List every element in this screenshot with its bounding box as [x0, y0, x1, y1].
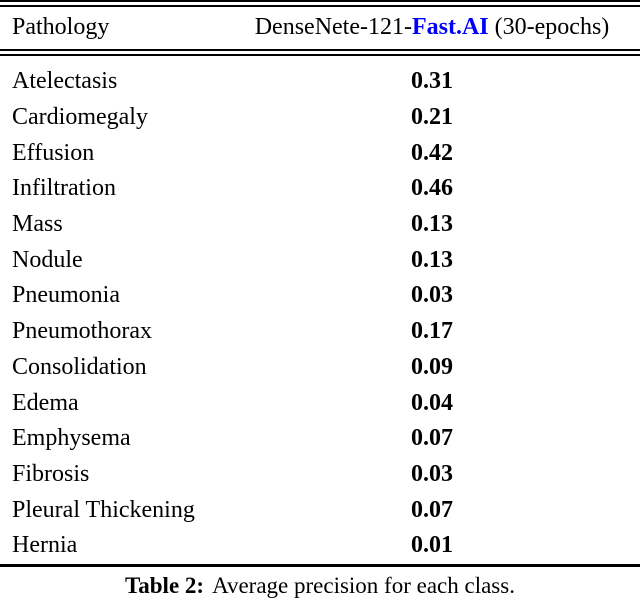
- value-cell: 0.42: [411, 139, 453, 166]
- value-cell: 0.07: [411, 496, 453, 523]
- pathology-cell: Infiltration: [12, 175, 116, 202]
- table-row: Nodule 0.13: [0, 242, 640, 278]
- table-row: Emphysema 0.07: [0, 421, 640, 457]
- value-cell: 0.17: [411, 318, 453, 345]
- table-row: Cardiomegaly 0.21: [0, 100, 640, 136]
- top-rule-inner: [0, 5, 640, 7]
- column-header-pathology: Pathology: [12, 14, 110, 40]
- pathology-cell: Pneumonia: [12, 282, 120, 309]
- value-cell: 0.13: [411, 211, 453, 238]
- pathology-cell: Fibrosis: [12, 460, 90, 487]
- pathology-cell: Hernia: [12, 532, 78, 559]
- table-body: Atelectasis 0.31 Cardiomegaly 0.21 Effus…: [0, 56, 640, 564]
- table-row: Hernia 0.01: [0, 528, 640, 564]
- table-row: Pneumothorax 0.17: [0, 314, 640, 350]
- model-name-suffix: (30-epochs): [488, 14, 610, 40]
- model-name-prefix: DenseNete-121-: [254, 14, 412, 40]
- value-cell: 0.01: [411, 532, 453, 559]
- top-rule-outer: [0, 0, 640, 2]
- value-cell: 0.31: [411, 68, 453, 95]
- table-row: Fibrosis 0.03: [0, 457, 640, 493]
- pathology-cell: Mass: [12, 211, 63, 238]
- column-header-model: DenseNete-121-Fast.AI (30-epochs): [224, 14, 640, 41]
- value-cell: 0.13: [411, 246, 453, 273]
- table-row: Pleural Thickening 0.07: [0, 492, 640, 528]
- value-cell: 0.03: [411, 460, 453, 487]
- table-row: Consolidation 0.09: [0, 350, 640, 386]
- value-cell: 0.46: [411, 175, 453, 202]
- table-row: Effusion 0.42: [0, 135, 640, 171]
- value-cell: 0.09: [411, 353, 453, 380]
- header-rule-outer: [0, 49, 640, 51]
- pathology-cell: Cardiomegaly: [12, 104, 148, 131]
- pathology-cell: Pleural Thickening: [12, 496, 195, 523]
- pathology-cell: Emphysema: [12, 425, 131, 452]
- model-name-brand: Fast.AI: [411, 14, 489, 40]
- table-caption: Table 2: Average precision for each class…: [0, 573, 640, 599]
- pathology-cell: Consolidation: [12, 353, 147, 380]
- table-row: Pneumonia 0.03: [0, 278, 640, 314]
- pathology-cell: Atelectasis: [12, 68, 118, 95]
- header-rule-inner: [0, 54, 640, 56]
- caption-label: Table 2:: [125, 572, 205, 598]
- pathology-cell: Nodule: [12, 246, 83, 273]
- table-row: Edema 0.04: [0, 385, 640, 421]
- pathology-cell: Effusion: [12, 139, 95, 166]
- table-header-row: Pathology DenseNete-121-Fast.AI (30-epoc…: [0, 7, 640, 49]
- bottom-rule: [0, 563, 640, 567]
- value-cell: 0.21: [411, 104, 453, 131]
- table-row: Mass 0.13: [0, 207, 640, 243]
- value-cell: 0.04: [411, 389, 453, 416]
- pathology-cell: Edema: [12, 389, 79, 416]
- value-cell: 0.03: [411, 282, 453, 309]
- caption-text: Average precision for each class.: [212, 572, 515, 598]
- table-row: Infiltration 0.46: [0, 171, 640, 207]
- table-row: Atelectasis 0.31: [0, 64, 640, 100]
- pathology-cell: Pneumothorax: [12, 318, 152, 345]
- value-cell: 0.07: [411, 425, 453, 452]
